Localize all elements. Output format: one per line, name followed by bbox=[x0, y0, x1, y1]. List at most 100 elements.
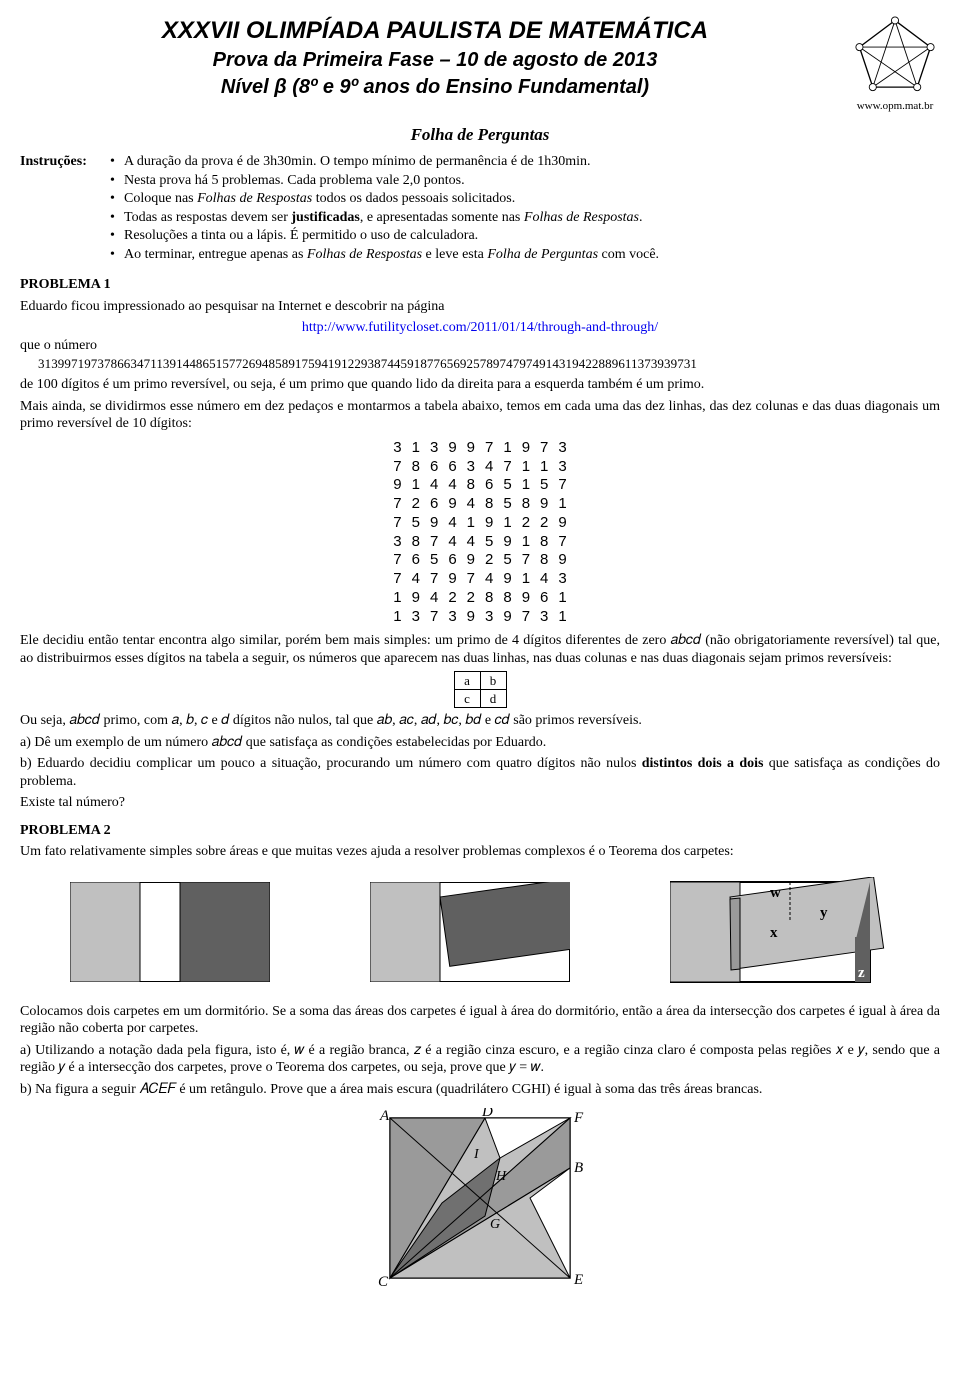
svg-text:A: A bbox=[379, 1108, 390, 1124]
digit-cell: 4 bbox=[443, 514, 461, 533]
digit-cell: 9 bbox=[462, 439, 480, 458]
problema1-p1: Eduardo ficou impressionado ao pesquisar… bbox=[20, 298, 940, 316]
problema1-p7a: a) Dê um exemplo de um número 𝑎𝑏𝑐𝑑 que s… bbox=[20, 734, 940, 752]
ab-table: abcd bbox=[20, 671, 940, 708]
digit-cell: 1 bbox=[462, 514, 480, 533]
digit-cell: 5 bbox=[480, 533, 498, 552]
digit-cell: 8 bbox=[517, 495, 535, 514]
digit-cell: 9 bbox=[517, 439, 535, 458]
digit-cell: 3 bbox=[388, 533, 406, 552]
digit-cell: 1 bbox=[388, 589, 406, 608]
digit-cell: 4 bbox=[480, 570, 498, 589]
digit-cell: 7 bbox=[388, 514, 406, 533]
svg-text:B: B bbox=[574, 1160, 583, 1176]
instrucoes-item: A duração da prova é de 3h30min. O tempo… bbox=[110, 153, 659, 171]
digit-cell: 9 bbox=[462, 551, 480, 570]
digit-cell: 3 bbox=[553, 439, 571, 458]
problema1-p5: Ele decidiu então tentar encontra algo s… bbox=[20, 632, 940, 667]
digit-cell: 5 bbox=[425, 551, 443, 570]
svg-text:F: F bbox=[573, 1110, 584, 1126]
digit-cell: 8 bbox=[480, 589, 498, 608]
digit-cell: 4 bbox=[443, 533, 461, 552]
problema1-p3: de 100 dígitos é um primo reversível, ou… bbox=[20, 376, 940, 394]
digit-cell: 5 bbox=[498, 476, 516, 495]
digit-cell: 9 bbox=[407, 589, 425, 608]
digit-cell: 4 bbox=[407, 570, 425, 589]
digit-cell: 3 bbox=[480, 608, 498, 627]
problema2-p4: b) Na figura a seguir 𝐴𝐶𝐸𝐹 é um retângul… bbox=[20, 1081, 940, 1099]
digit-cell: 2 bbox=[517, 514, 535, 533]
digit-cell: 4 bbox=[535, 570, 553, 589]
digit-cell: 6 bbox=[443, 551, 461, 570]
problema1-p2: que o número bbox=[20, 337, 940, 355]
digit-cell: 2 bbox=[407, 495, 425, 514]
digit-cell: 9 bbox=[498, 533, 516, 552]
digit-cell: 1 bbox=[407, 439, 425, 458]
digit-cell: 4 bbox=[425, 476, 443, 495]
problema2-p3: a) Utilizando a notação dada pela figura… bbox=[20, 1042, 940, 1077]
digit-cell: 7 bbox=[553, 533, 571, 552]
digit-cell: 4 bbox=[480, 458, 498, 477]
digit-cell: 7 bbox=[480, 439, 498, 458]
digit-cell: 9 bbox=[498, 608, 516, 627]
digit-cell: 9 bbox=[553, 514, 571, 533]
svg-text:y: y bbox=[820, 905, 828, 921]
main-title: XXXVII OLIMPÍADA PAULISTA DE MATEMÁTICA bbox=[20, 16, 850, 46]
digit-cell: 7 bbox=[425, 570, 443, 589]
digit-cell: 1 bbox=[517, 458, 535, 477]
digit-cell: 7 bbox=[498, 458, 516, 477]
ab-cell: b bbox=[480, 672, 506, 690]
digit-cell: 3 bbox=[462, 458, 480, 477]
digit-cell: 7 bbox=[388, 570, 406, 589]
digit-cell: 8 bbox=[480, 495, 498, 514]
digit-cell: 5 bbox=[407, 514, 425, 533]
digit-cell: 8 bbox=[498, 589, 516, 608]
digit-cell: 1 bbox=[407, 476, 425, 495]
header: XXXVII OLIMPÍADA PAULISTA DE MATEMÁTICA … bbox=[20, 16, 940, 114]
digit-cell: 8 bbox=[462, 476, 480, 495]
digit-cell: 1 bbox=[517, 570, 535, 589]
problema1-p6: Ou seja, 𝑎𝑏𝑐𝑑 primo, com 𝑎, 𝑏, 𝑐 e 𝑑 díg… bbox=[20, 712, 940, 730]
digit-cell: 2 bbox=[443, 589, 461, 608]
svg-text:E: E bbox=[573, 1272, 583, 1288]
digit-cell: 1 bbox=[517, 533, 535, 552]
pentagram-icon bbox=[850, 16, 940, 96]
digit-cell: 7 bbox=[517, 551, 535, 570]
problema1-link: http://www.futilitycloset.com/2011/01/14… bbox=[20, 319, 940, 337]
problema2-p1: Um fato relativamente simples sobre área… bbox=[20, 843, 940, 861]
digit-cell: 9 bbox=[425, 514, 443, 533]
digit-cell: 8 bbox=[407, 458, 425, 477]
svg-text:C: C bbox=[378, 1274, 389, 1288]
instrucoes: Instruções: A duração da prova é de 3h30… bbox=[20, 153, 940, 264]
digit-cell: 6 bbox=[407, 551, 425, 570]
carpet-3: w x y z bbox=[670, 877, 890, 987]
digit-cell: 1 bbox=[498, 514, 516, 533]
logo-url: www.opm.mat.br bbox=[857, 100, 934, 112]
digit-cell: 9 bbox=[480, 514, 498, 533]
digit-cell: 9 bbox=[535, 495, 553, 514]
problema2-title: PROBLEMA 2 bbox=[20, 822, 940, 840]
digit-cell: 5 bbox=[535, 476, 553, 495]
ab-cell: d bbox=[480, 690, 506, 708]
svg-text:D: D bbox=[481, 1108, 493, 1120]
digit-cell: 5 bbox=[498, 495, 516, 514]
digit-cell: 9 bbox=[443, 495, 461, 514]
digit-cell: 1 bbox=[535, 458, 553, 477]
digit-cell: 3 bbox=[553, 570, 571, 589]
digit-cell: 5 bbox=[498, 551, 516, 570]
problema1-title: PROBLEMA 1 bbox=[20, 276, 940, 294]
digit-cell: 3 bbox=[553, 458, 571, 477]
digit-cell: 9 bbox=[443, 439, 461, 458]
digit-cell: 4 bbox=[462, 495, 480, 514]
digit-cell: 1 bbox=[517, 476, 535, 495]
digit-cell: 6 bbox=[480, 476, 498, 495]
digit-cell: 1 bbox=[553, 495, 571, 514]
digit-cell: 6 bbox=[443, 458, 461, 477]
carpets-row: w x y z bbox=[20, 877, 940, 987]
digit-cell: 4 bbox=[443, 476, 461, 495]
digit-cell: 7 bbox=[425, 608, 443, 627]
rectangle-figure: A D F B E C I H G bbox=[20, 1108, 940, 1288]
digit-cell: 3 bbox=[407, 608, 425, 627]
digit-cell: 9 bbox=[462, 608, 480, 627]
instrucoes-item: Resoluções a tinta ou a lápis. É permiti… bbox=[110, 227, 659, 245]
